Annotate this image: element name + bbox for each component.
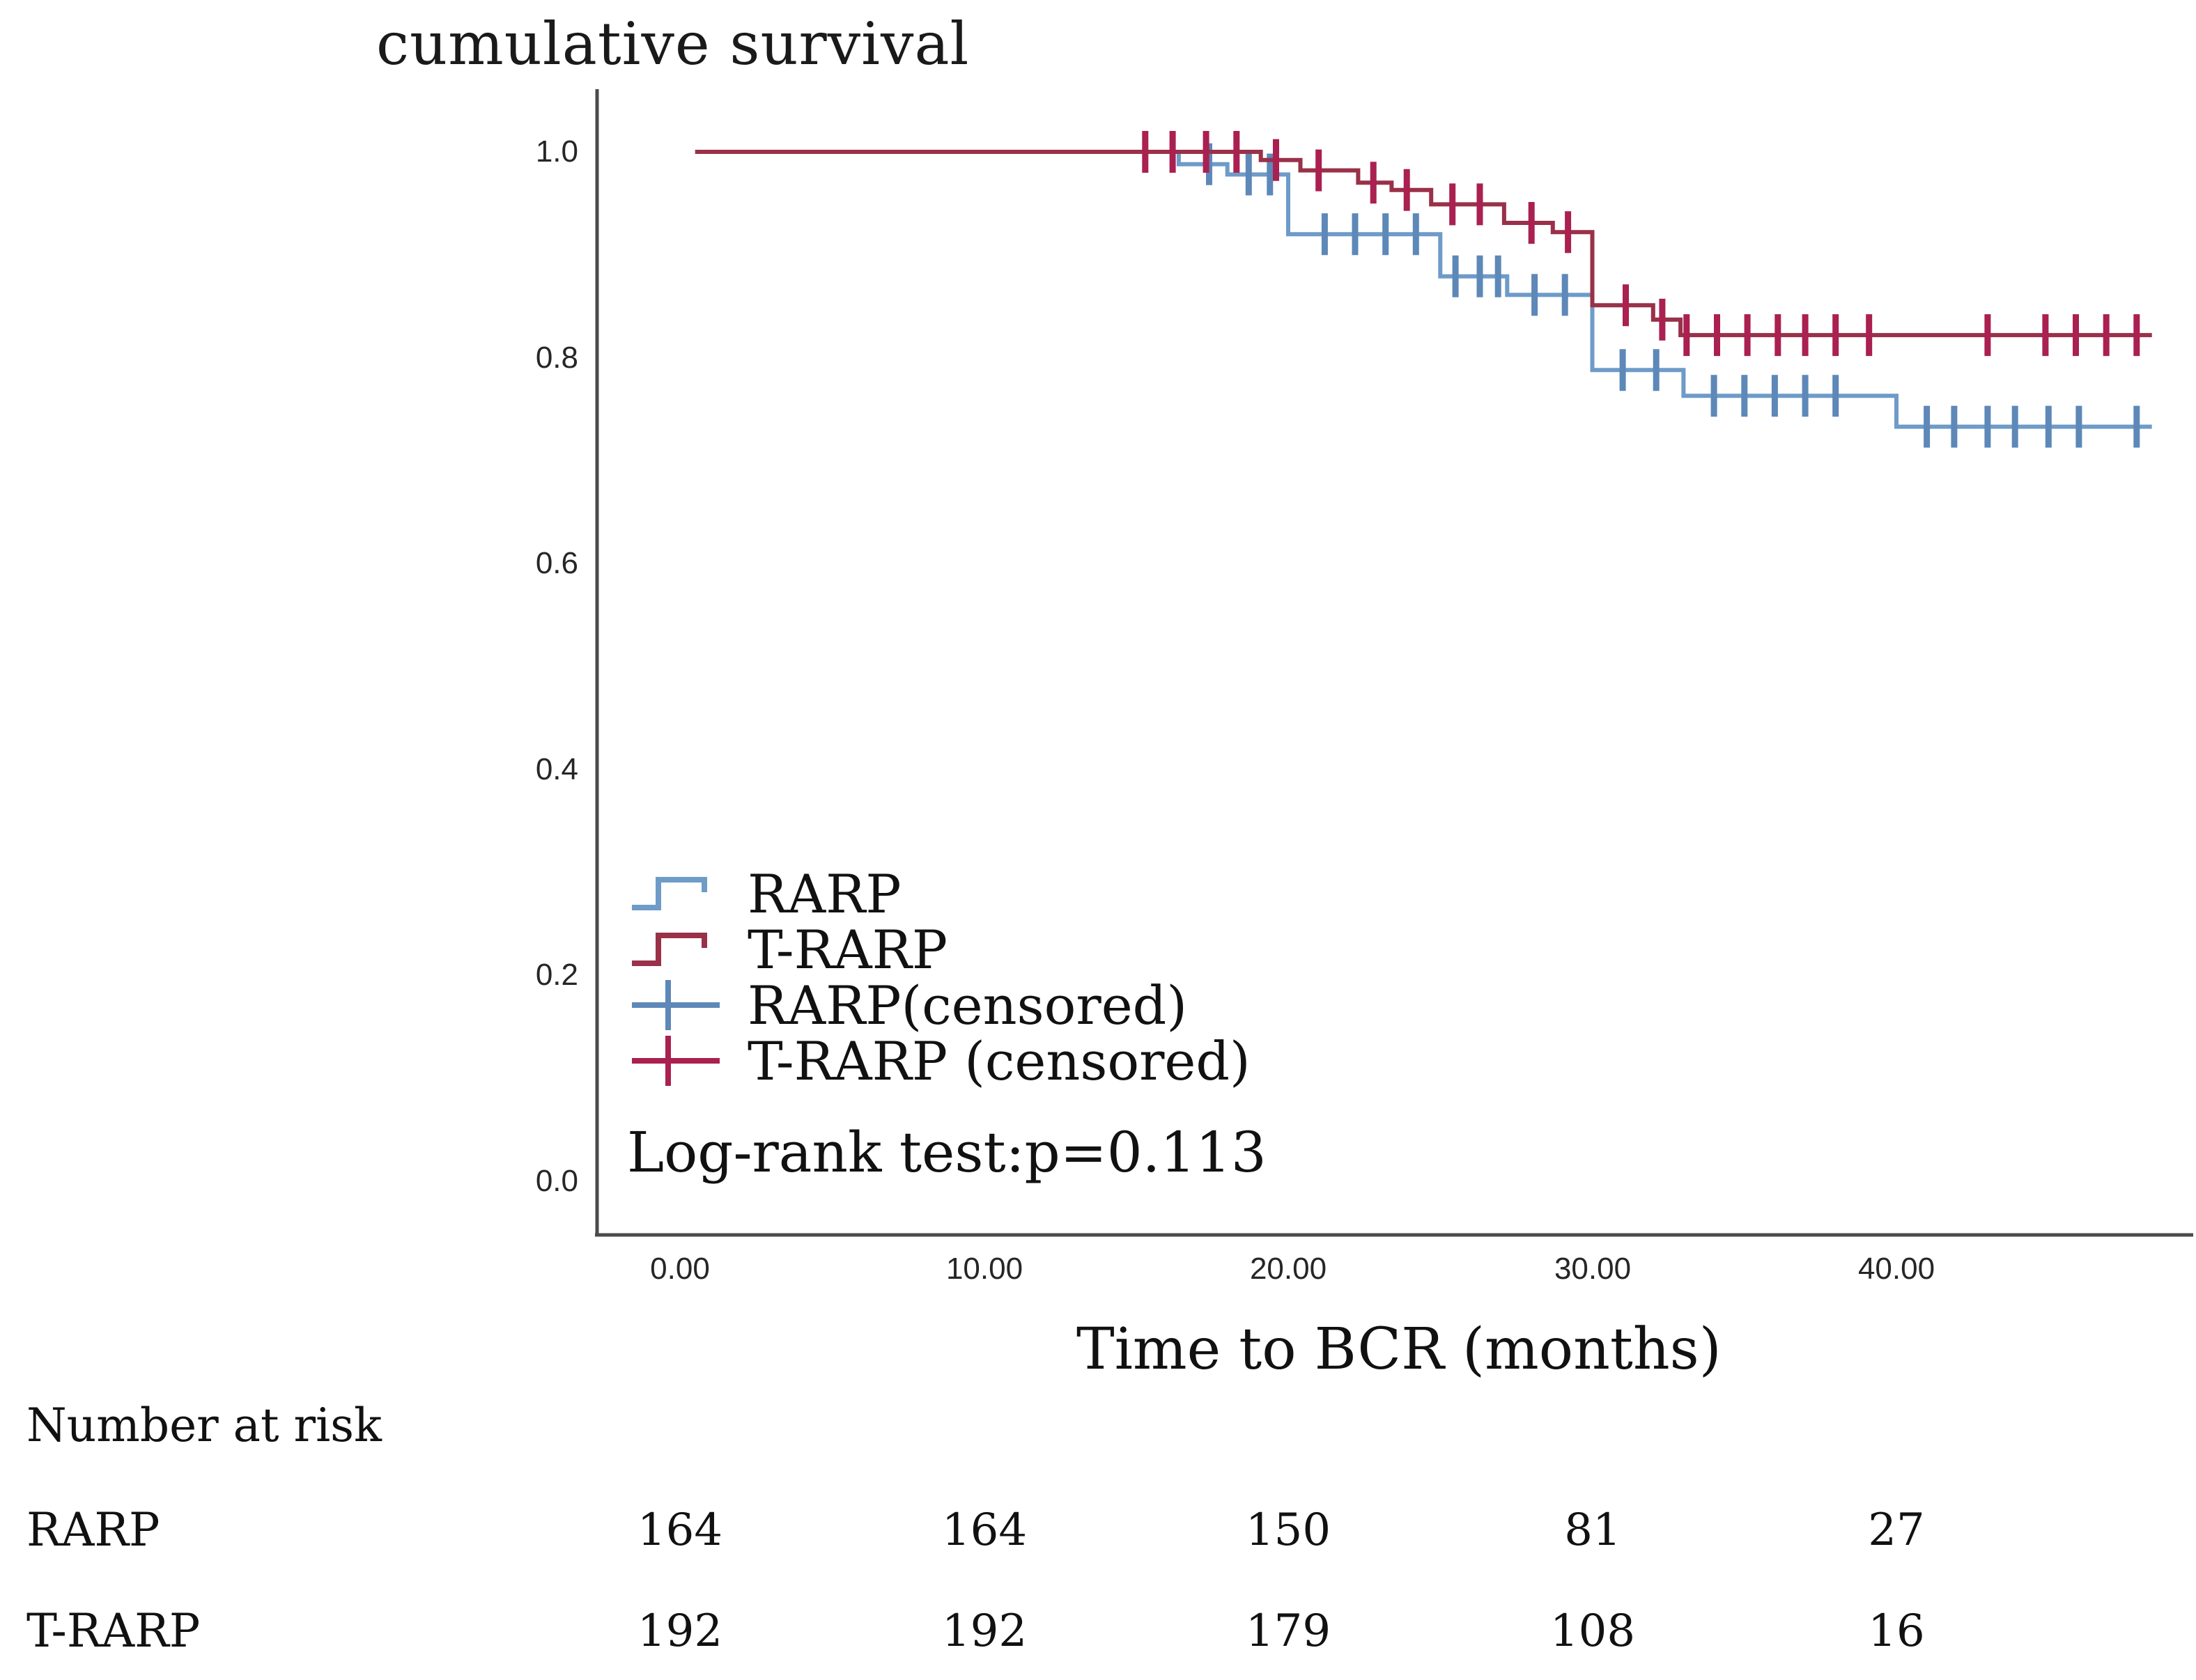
step-line-swatch-icon	[632, 877, 707, 910]
y-tick-label: 0.8	[535, 341, 578, 375]
y-tick-label: 0.2	[535, 958, 578, 992]
legend-item-rarp: RARP	[631, 863, 1251, 925]
risk-value: 192	[637, 1605, 723, 1657]
log-rank-annotation: Log-rank test:p=0.113	[627, 1120, 1267, 1185]
risk-value: 192	[941, 1605, 1028, 1657]
survival-curve-t-rarp	[695, 150, 2152, 338]
censor-cross-swatch-icon	[632, 980, 720, 1030]
y-tick-label: 0.6	[535, 546, 578, 580]
chart-title: cumulative survival	[376, 10, 970, 78]
x-tick-label: 0.00	[650, 1252, 710, 1286]
legend-item-t-rarp: T-RARP	[631, 919, 1251, 981]
x-axis-label: Time to BCR (months)	[1076, 1316, 1722, 1383]
legend-label: RARP(censored)	[748, 974, 1187, 1036]
y-tick-label: 0.0	[535, 1164, 578, 1198]
legend-item-t-rarp-censored: T-RARP (censored)	[631, 1029, 1251, 1092]
legend-item-rarp-censored: RARP(censored)	[631, 974, 1251, 1036]
legend-label: T-RARP (censored)	[748, 1029, 1251, 1092]
risk-value: 164	[637, 1504, 723, 1556]
x-tick-label: 30.00	[1554, 1252, 1632, 1286]
step-line-swatch-icon	[632, 933, 707, 966]
x-tick-label: 10.00	[945, 1252, 1023, 1286]
risk-value: 108	[1549, 1605, 1636, 1657]
x-tick-label: 40.00	[1857, 1252, 1935, 1286]
risk-value: 81	[1564, 1504, 1621, 1556]
legend: RARP T-RARP RARP(censored) T-RARP (censo…	[631, 863, 1251, 1092]
risk-value: 27	[1868, 1504, 1925, 1556]
y-tick-label: 1.0	[535, 134, 578, 169]
risk-value: 16	[1868, 1605, 1925, 1657]
survival-curve-rarp	[695, 150, 2152, 429]
risk-row-label: T-RARP	[26, 1604, 201, 1658]
legend-label: T-RARP	[748, 918, 948, 981]
risk-value: 164	[941, 1504, 1028, 1556]
y-tick-label: 0.4	[535, 752, 578, 786]
censor-cross-swatch-icon	[632, 1036, 720, 1086]
risk-row-label: RARP	[26, 1503, 160, 1557]
risk-value: 150	[1245, 1504, 1331, 1556]
risk-value: 179	[1245, 1605, 1331, 1657]
legend-label: RARP	[748, 862, 902, 925]
number-at-risk-header: Number at risk	[26, 1399, 382, 1452]
x-tick-label: 20.00	[1249, 1252, 1327, 1286]
